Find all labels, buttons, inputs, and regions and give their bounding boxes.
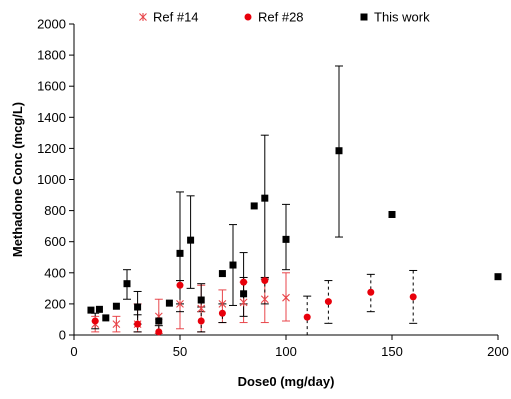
data-point-asterisk: [112, 320, 121, 329]
y-tick-label: 1600: [37, 79, 66, 94]
x-tick-label: 100: [275, 344, 297, 359]
data-point-circle: [367, 288, 375, 296]
data-markers: [87, 147, 502, 336]
y-axis-title: Methadone Conc (mcg/L): [10, 102, 25, 257]
legend-label: Ref #28: [258, 10, 304, 25]
legend-marker-circle: [244, 13, 252, 21]
data-point-square: [112, 302, 120, 310]
data-point-asterisk: [260, 295, 269, 304]
data-point-circle: [409, 293, 417, 301]
data-point-square: [95, 305, 103, 313]
data-point-square: [494, 273, 502, 281]
x-axis-title: Dose0 (mg/day): [238, 374, 335, 389]
y-tick-label: 1800: [37, 48, 66, 63]
data-point-square: [250, 202, 258, 210]
data-point-circle: [324, 298, 332, 306]
x-tick-label: 200: [487, 344, 509, 359]
axes: 0 200 400 600 800 1000 1200 1400 1600 1800 2000 0 50…: [37, 17, 509, 360]
y-tick-label: 400: [44, 265, 66, 280]
y-tick-label: 200: [44, 296, 66, 311]
error-bar-square: [260, 134, 269, 280]
data-point-circle: [134, 320, 142, 328]
x-tick-label: 0: [70, 344, 77, 359]
x-tick-label: 150: [381, 344, 403, 359]
data-point-square: [134, 303, 142, 311]
data-point-circle: [91, 317, 99, 325]
data-point-square: [155, 317, 163, 325]
y-tick-label: 0: [59, 328, 66, 343]
data-point-square: [123, 280, 131, 288]
data-point-square: [335, 147, 343, 155]
data-point-square: [176, 249, 184, 257]
data-point-square: [87, 306, 95, 314]
data-point-asterisk: [282, 293, 290, 302]
data-point-square: [229, 261, 237, 269]
data-point-square: [165, 299, 173, 307]
data-point-asterisk: [239, 298, 248, 307]
data-point-square: [218, 270, 226, 278]
data-point-square: [187, 236, 195, 244]
data-point-circle: [261, 277, 269, 285]
data-point-circle: [218, 309, 226, 317]
data-point-asterisk: [218, 299, 227, 308]
legend-marker-square: [360, 13, 368, 21]
data-point-square: [197, 296, 205, 304]
data-point-asterisk: [197, 304, 206, 313]
y-tick-label: 1400: [37, 110, 66, 125]
legend-label: Ref #14: [153, 10, 199, 25]
data-point-circle: [303, 313, 311, 321]
legend: Ref #14 Ref #28 This work: [139, 10, 430, 25]
data-point-square: [388, 210, 396, 218]
y-tick-label: 1000: [37, 172, 66, 187]
error-bar-circle: [324, 280, 333, 324]
y-tick-label: 2000: [37, 17, 66, 32]
data-point-square: [240, 290, 248, 298]
legend-label: This work: [374, 10, 430, 25]
y-tick-label: 800: [44, 203, 66, 218]
data-point-asterisk: [176, 299, 184, 308]
y-tick-label: 600: [44, 234, 66, 249]
data-point-square: [282, 235, 290, 243]
x-tick-label: 50: [173, 344, 187, 359]
data-point-square: [102, 314, 110, 322]
data-point-circle: [197, 317, 205, 325]
data-point-circle: [155, 328, 163, 336]
y-tick-label: 1200: [37, 141, 66, 156]
data-point-circle: [176, 281, 184, 289]
data-point-circle: [240, 278, 248, 286]
data-point-square: [261, 194, 269, 202]
legend-marker-asterisk: [139, 13, 147, 21]
